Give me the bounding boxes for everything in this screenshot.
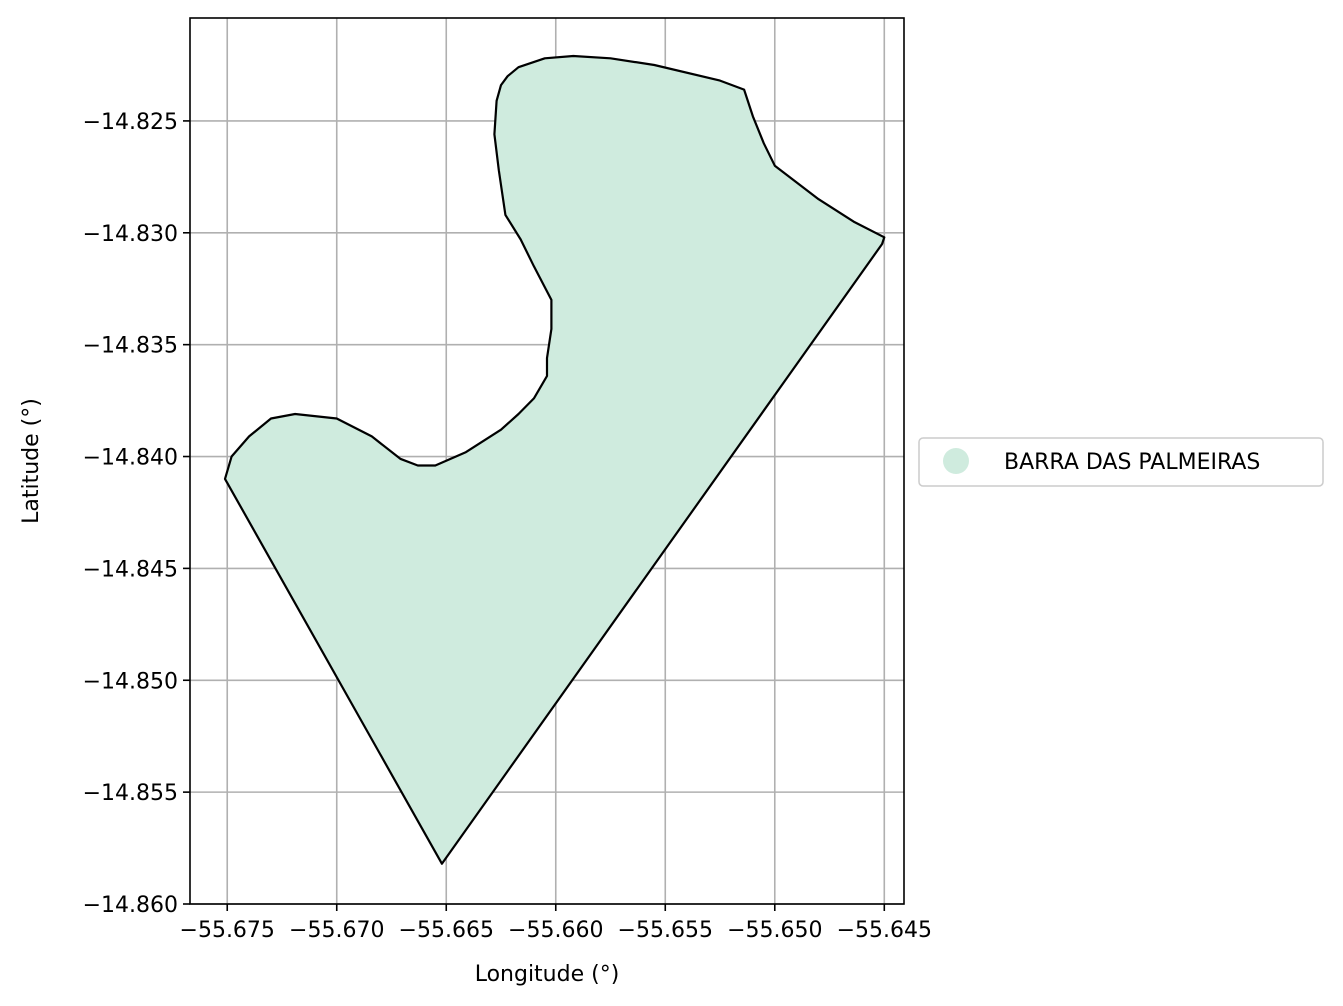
legend-label-barra-das-palmeiras: BARRA DAS PALMEIRAS (1004, 450, 1260, 475)
legend-marker (943, 448, 969, 474)
x-tick-label: −55.665 (399, 918, 494, 943)
y-tick-label: −14.850 (83, 669, 178, 694)
legend-box (918, 437, 1324, 487)
y-tick-label: −14.855 (83, 781, 178, 806)
y-tick-label: −14.860 (83, 893, 178, 918)
axis-ticks: −55.675 −55.670 −55.665 −55.660 −55.655 −55.6… (83, 110, 932, 943)
x-tick-label: −55.670 (289, 918, 384, 943)
legend: BARRA DAS PALMEIRAS (918, 437, 1324, 487)
x-tick-label: −55.650 (727, 918, 822, 943)
y-tick-label: −14.845 (83, 557, 178, 582)
y-tick-label: −14.835 (83, 334, 178, 359)
y-tick-label: −14.825 (83, 110, 178, 135)
x-axis-label: Longitude (°) (475, 962, 620, 987)
y-tick-label: −14.830 (83, 222, 178, 247)
polygon-barra-das-palmeiras (223, 54, 886, 865)
plot-frame (189, 17, 905, 905)
y-tick-label: −14.840 (83, 446, 178, 471)
x-tick-label: −55.645 (837, 918, 932, 943)
x-tick-label: −55.675 (180, 918, 275, 943)
x-tick-label: −55.655 (618, 918, 713, 943)
map-polygons (223, 54, 886, 865)
x-tick-label: −55.660 (508, 918, 603, 943)
y-axis-label: Latitude (°) (19, 398, 44, 524)
